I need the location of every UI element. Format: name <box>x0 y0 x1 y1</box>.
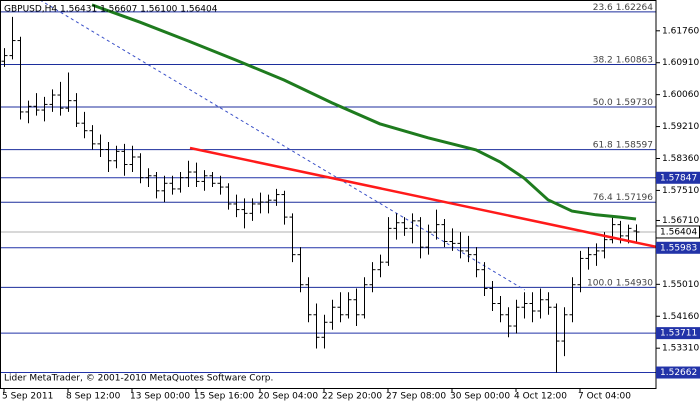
footer: Lider MetaTrader, © 2001-2010 MetaQuotes… <box>4 374 273 384</box>
fib-ratio: 76.4 <box>593 193 613 203</box>
x-tick-label: 13 Sep 00:00 <box>130 392 190 402</box>
fib-label: 23.6 1.62264 <box>593 2 654 12</box>
y-tick-label: 1.56710 <box>662 216 699 226</box>
x-tick-label: 15 Sep 16:00 <box>194 392 254 402</box>
moving-average <box>91 3 637 221</box>
fib-label: 100.0 1.54930 <box>587 278 653 288</box>
x-tick-label: 27 Sep 08:00 <box>386 392 446 402</box>
fib-ratio: 38.2 <box>593 55 613 65</box>
price-box-label: 1.52662 <box>660 368 697 378</box>
fib-price: 1.57196 <box>616 193 653 203</box>
x-tick-label: 7 Oct 04:00 <box>578 392 631 402</box>
axes: 1.61760 1.60910 1.60060 1.59210 1.58360 1.575… <box>2 26 700 402</box>
fib-price: 1.54930 <box>616 278 653 288</box>
y-tick-label: 1.59210 <box>662 122 699 132</box>
fib-price: 1.59730 <box>616 98 653 108</box>
fib-price: 1.62264 <box>616 2 653 12</box>
y-tick-label: 1.60060 <box>662 90 699 100</box>
plot-frame <box>0 0 657 389</box>
y-tick-label: 1.53310 <box>662 344 699 354</box>
fib-price: 1.58597 <box>616 140 653 150</box>
fib-ratio: 50.0 <box>593 98 613 108</box>
fib-ratio: 100.0 <box>587 278 613 288</box>
x-tick-label: 8 Sep 12:00 <box>66 392 121 402</box>
fib-price: 1.60863 <box>616 55 653 65</box>
y-tick-label: 1.54160 <box>662 312 699 322</box>
fib-label: 50.0 1.59730 <box>593 98 654 108</box>
x-tick-label: 20 Sep 04:00 <box>258 392 318 402</box>
x-tick-label: 5 Sep 2011 <box>2 392 53 402</box>
y-tick-label: 1.58360 <box>662 154 699 164</box>
x-tick-label: 30 Sep 00:00 <box>450 392 510 402</box>
price-box-label: 1.53711 <box>660 329 697 339</box>
x-tick-label: 22 Sep 20:00 <box>322 392 382 402</box>
fib-label: 38.2 1.60863 <box>593 55 653 65</box>
fib-ratio: 23.6 <box>593 2 613 12</box>
price-box <box>656 366 700 379</box>
y-tick-label: 1.60910 <box>662 58 699 68</box>
fib-label: 76.4 1.57196 <box>593 193 654 203</box>
y-tick-label: 1.55010 <box>662 280 699 290</box>
y-tick-label: 1.57510 <box>662 186 699 196</box>
price-box-label: 1.57847 <box>660 173 697 183</box>
fib-label: 61.8 1.58597 <box>593 140 653 150</box>
x-tick-label: 4 Oct 12:00 <box>514 392 567 402</box>
chart-title: GBPUSD,H4 1.56431 1.56607 1.56100 1.5640… <box>4 5 218 15</box>
price-box <box>656 171 700 184</box>
price-box <box>656 241 700 254</box>
y-tick-label: 1.61760 <box>662 26 699 36</box>
price-box <box>656 327 700 340</box>
fib-ratio: 61.8 <box>593 140 613 150</box>
price-box-label: 1.55983 <box>660 243 697 253</box>
current-price-label: 1.56404 <box>660 227 697 237</box>
trendline <box>189 146 656 249</box>
